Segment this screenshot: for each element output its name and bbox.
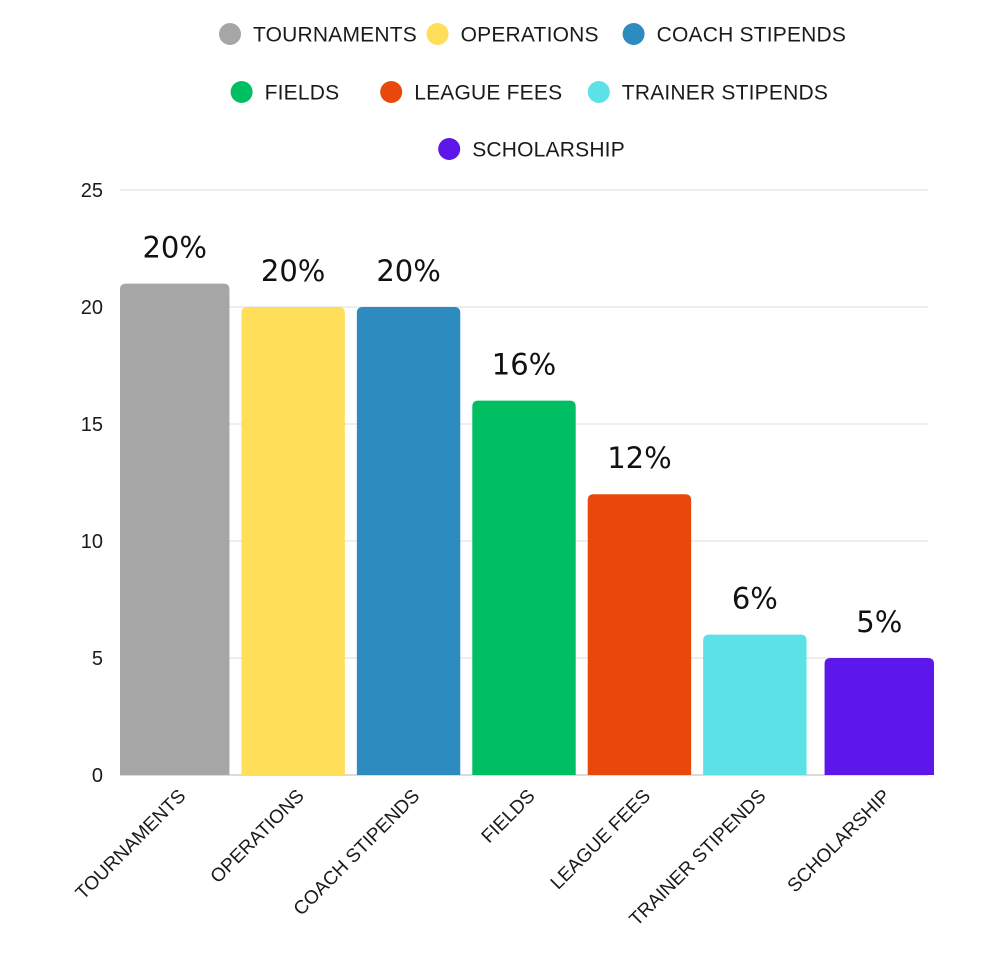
legend-swatch: [587, 81, 610, 103]
y-tick-label: 20: [81, 297, 103, 319]
legend-label: LEAGUE FEES: [414, 82, 562, 105]
legend-item-trainer-stipends: TRAINER STIPENDS: [587, 81, 828, 105]
legend-label: OPERATIONS: [461, 24, 599, 47]
legend-swatch: [219, 23, 241, 45]
data-label-trainer-stipends: 6%: [732, 582, 778, 616]
legend-label: TOURNAMENTS: [253, 24, 417, 47]
bars: [120, 283, 934, 775]
x-tick-label-operations: OPERATIONS: [207, 786, 309, 888]
x-tick-label-coach-stipends: COACH STIPENDS: [290, 786, 424, 920]
y-tick-label: 10: [81, 531, 103, 553]
data-label-fields: 16%: [492, 348, 556, 382]
bar-league-fees: [587, 494, 692, 775]
bar-coach-stipends: [356, 307, 461, 775]
x-tick-label-league-fees: LEAGUE FEES: [547, 786, 655, 894]
y-axis: 0 5 10 15 20 25: [81, 180, 103, 787]
legend-swatch: [426, 23, 449, 45]
legend-item-scholarship: SCHOLARSHIP: [438, 138, 625, 162]
legend-swatch: [230, 81, 253, 103]
y-tick-label: 25: [81, 180, 103, 202]
x-tick-label-fields: FIELDS: [478, 786, 540, 848]
x-tick-label-tournaments: TOURNAMENTS: [72, 786, 190, 904]
bar-scholarship: [824, 658, 934, 775]
legend-swatch: [380, 81, 403, 103]
bar-trainer-stipends: [703, 634, 807, 775]
bar-tournaments: [120, 283, 230, 775]
legend-label: TRAINER STIPENDS: [622, 82, 828, 105]
y-tick-label: 5: [92, 648, 103, 670]
bar-fields: [472, 400, 576, 775]
legend-label: COACH STIPENDS: [657, 24, 847, 47]
legend-item-fields: FIELDS: [230, 81, 340, 105]
data-label-scholarship: 5%: [856, 605, 902, 639]
data-label-tournaments: 20%: [142, 231, 206, 265]
legend-swatch: [438, 138, 461, 160]
legend-label: SCHOLARSHIP: [472, 139, 625, 162]
x-tick-label-scholarship: SCHOLARSHIP: [784, 786, 895, 897]
bar-operations: [241, 307, 345, 775]
legend-item-coach-stipends: COACH STIPENDS: [622, 23, 847, 47]
legend: TOURNAMENTS OPERATIONS COACH STIPENDS FIELD…: [219, 23, 846, 162]
data-label-coach-stipends: 20%: [376, 254, 440, 288]
data-label-operations: 20%: [261, 254, 325, 288]
y-tick-label: 15: [81, 414, 103, 436]
legend-label: FIELDS: [265, 82, 340, 105]
legend-item-operations: OPERATIONS: [426, 23, 599, 47]
legend-item-league-fees: LEAGUE FEES: [380, 81, 562, 105]
y-tick-label: 0: [92, 765, 103, 787]
data-label-league-fees: 12%: [607, 441, 671, 475]
legend-swatch: [622, 23, 645, 45]
data-labels: 20% 20% 20% 16% 12% 6% 5%: [142, 231, 902, 639]
legend-item-tournaments: TOURNAMENTS: [219, 23, 417, 47]
